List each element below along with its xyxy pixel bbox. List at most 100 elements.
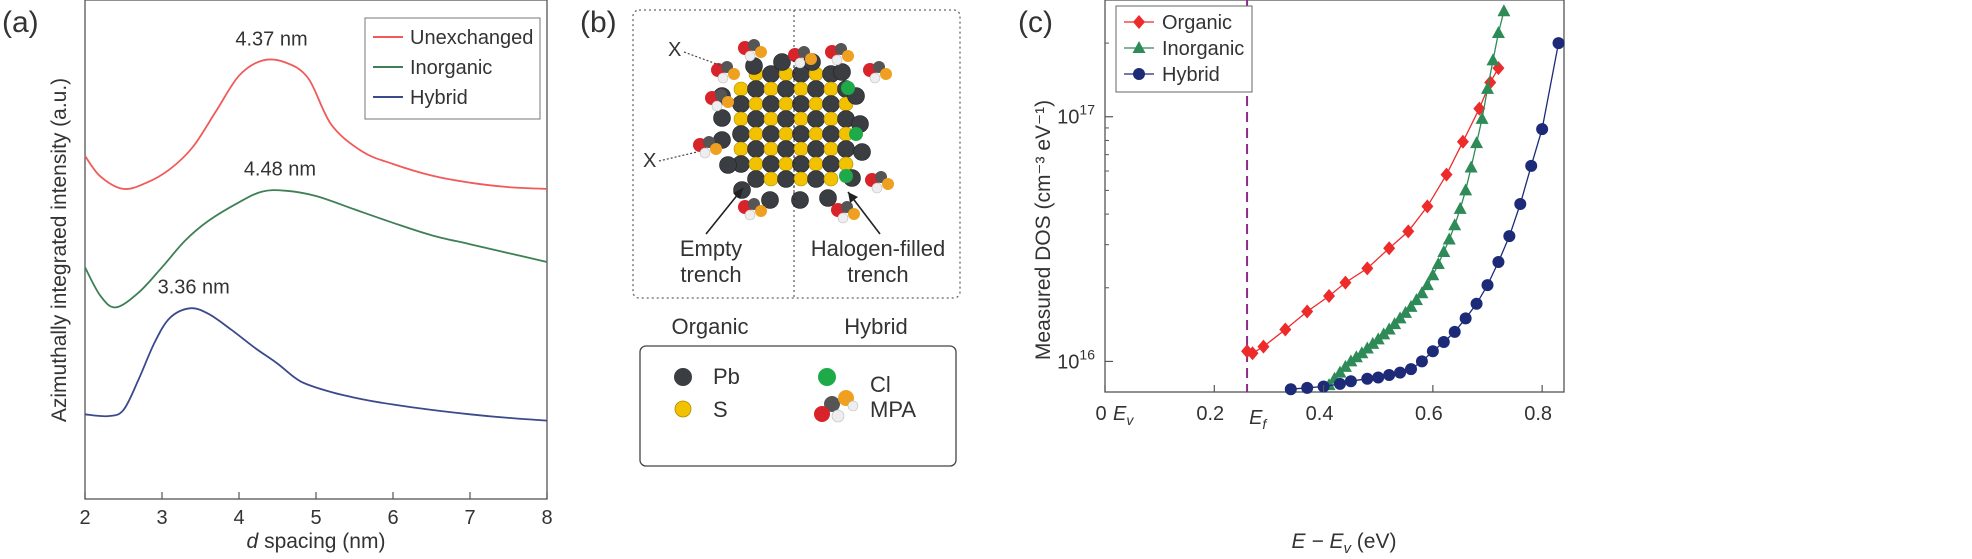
s-atom [823,111,839,127]
plot-c-point-inorganic [1481,81,1494,94]
plot-a-peak-label: 4.37 nm [235,29,307,51]
plot-c-point-organic [1456,134,1469,149]
plot-c-point-inorganic [1349,350,1363,363]
plot-c-legend-label: Hybrid [1162,64,1220,86]
plot-c-legend-marker [1133,68,1145,80]
plot-c-point-hybrid [1284,383,1297,396]
s-atom [733,141,749,157]
pb-atom [833,63,851,81]
pb-atom [777,140,795,158]
panel-a: (a) 2 3 4 5 6 7 8 4.37 nm 4.48 nm 3.36 nm d spac… [2,0,553,553]
pb-atom [747,170,765,188]
s-atom [748,156,764,172]
cl-atom [841,81,855,95]
plot-a-xtick-label: 5 [310,507,321,529]
plot-c-xtick-label: 0.2 [1196,403,1224,425]
plot-c-point-organic [1361,261,1374,276]
pb-atom [792,95,810,113]
mpa-sulfur [755,46,767,58]
plot-c-point-inorganic [1409,293,1423,306]
s-atom [778,156,794,172]
mpa-sulfur [728,68,740,80]
mpa-sulfur [722,96,734,108]
pb-atom [791,191,809,209]
plot-a-xlabel: d spacing (nm) [247,530,386,553]
plot-c-point-inorganic [1491,25,1505,38]
plot-c-point-inorganic [1437,245,1451,258]
hybrid-label: Hybrid [844,314,908,339]
pb-atom [762,155,780,173]
mpa-hydrogen [837,212,849,224]
plot-c-point-hybrid [1394,366,1407,379]
organic-label: Organic [671,314,748,339]
pb-atom [807,80,825,98]
s-atom-icon [674,400,692,418]
plot-c-point-organic [1323,289,1336,304]
plot-c-point-hybrid [1481,279,1494,292]
legend-mpa-label: MPA [870,397,916,422]
plot-a-legend-entries: Unexchanged Inorganic Hybrid [373,27,533,109]
mpa-sulfur [755,205,767,217]
plot-c-point-inorganic [1420,278,1434,291]
plot-c-xtick-label: 0.8 [1524,403,1552,425]
panel-a-label: (a) [2,6,39,39]
plot-c-legend-marker [1132,41,1146,53]
plot-c-line-inorganic [1328,11,1505,386]
plot-c-point-hybrid [1459,312,1472,325]
plot-c-point-organic [1301,304,1314,319]
plot-a-ylabel: Azimuthally integrated intensity (a.u.) [48,78,71,422]
pb-atom [807,140,825,158]
x-label-left: X [643,150,656,172]
plot-c-point-hybrid [1448,325,1461,338]
pb-atom [761,191,779,209]
legend-cl-label: Cl [870,372,891,397]
plot-a-xtick-label: 2 [79,507,90,529]
plot-a-line-unexchanged [84,58,548,190]
pb-atom [807,170,825,188]
halogen-trench-label-1: Halogen-filled [811,236,946,261]
nanocrystal-box [632,9,961,299]
plot-c-point-inorganic [1470,136,1484,149]
pb-atom-icon [674,368,692,386]
pb-atom [762,125,780,143]
plot-c-point-hybrid [1437,336,1450,349]
plot-c-point-hybrid [1405,363,1417,376]
cl-atom [849,127,863,141]
s-atom [793,171,809,187]
s-atom [808,126,824,142]
plot-c-point-inorganic [1426,268,1440,281]
plot-c-ytick-label: 1017 [1057,102,1095,129]
plot-c-point-hybrid [1372,371,1385,384]
pb-atom [807,110,825,128]
x-top-pointer [683,51,723,67]
legend-pb-label: Pb [713,364,740,389]
plot-c-legend-entries: Organic Inorganic Hybrid [1124,12,1244,86]
mpa-hydrogen [699,147,711,159]
plot-a-xtick-label: 6 [387,507,398,529]
plot-a-series [84,58,548,422]
plot-c-point-organic [1421,199,1434,214]
pb-atom [777,170,795,188]
cl-atom-icon [818,368,836,386]
plot-c-point-hybrid [1383,369,1396,382]
plot-a-xtick-label: 3 [156,507,167,529]
plot-c-legend-marker [1133,15,1145,29]
plot-c-point-organic [1383,241,1396,256]
plot-c-point-hybrid [1333,377,1346,390]
pb-atom [732,125,750,143]
mpa-sulfur [805,53,817,65]
plot-c-point-inorganic [1486,53,1500,66]
mpa-molecule-icon [814,390,859,423]
plot-c-xtick-label: 0.6 [1415,403,1443,425]
plot-c-point-hybrid [1525,159,1538,172]
pb-atom [853,143,871,161]
pb-atom [777,110,795,128]
pb-atom [747,140,765,158]
plot-c-line-organic [1246,67,1499,355]
s-atom [808,96,824,112]
plot-a-legend-box [364,17,541,120]
plot-c-point-hybrid [1492,255,1505,268]
empty-trench-label-1: Empty [680,236,742,261]
panel-c: (c) 0 0.2 0.4 0.6 0.8 Ev Ef 1016 1017 E − Ev (e… [1018,0,1565,557]
plot-c-point-inorganic [1453,201,1467,214]
